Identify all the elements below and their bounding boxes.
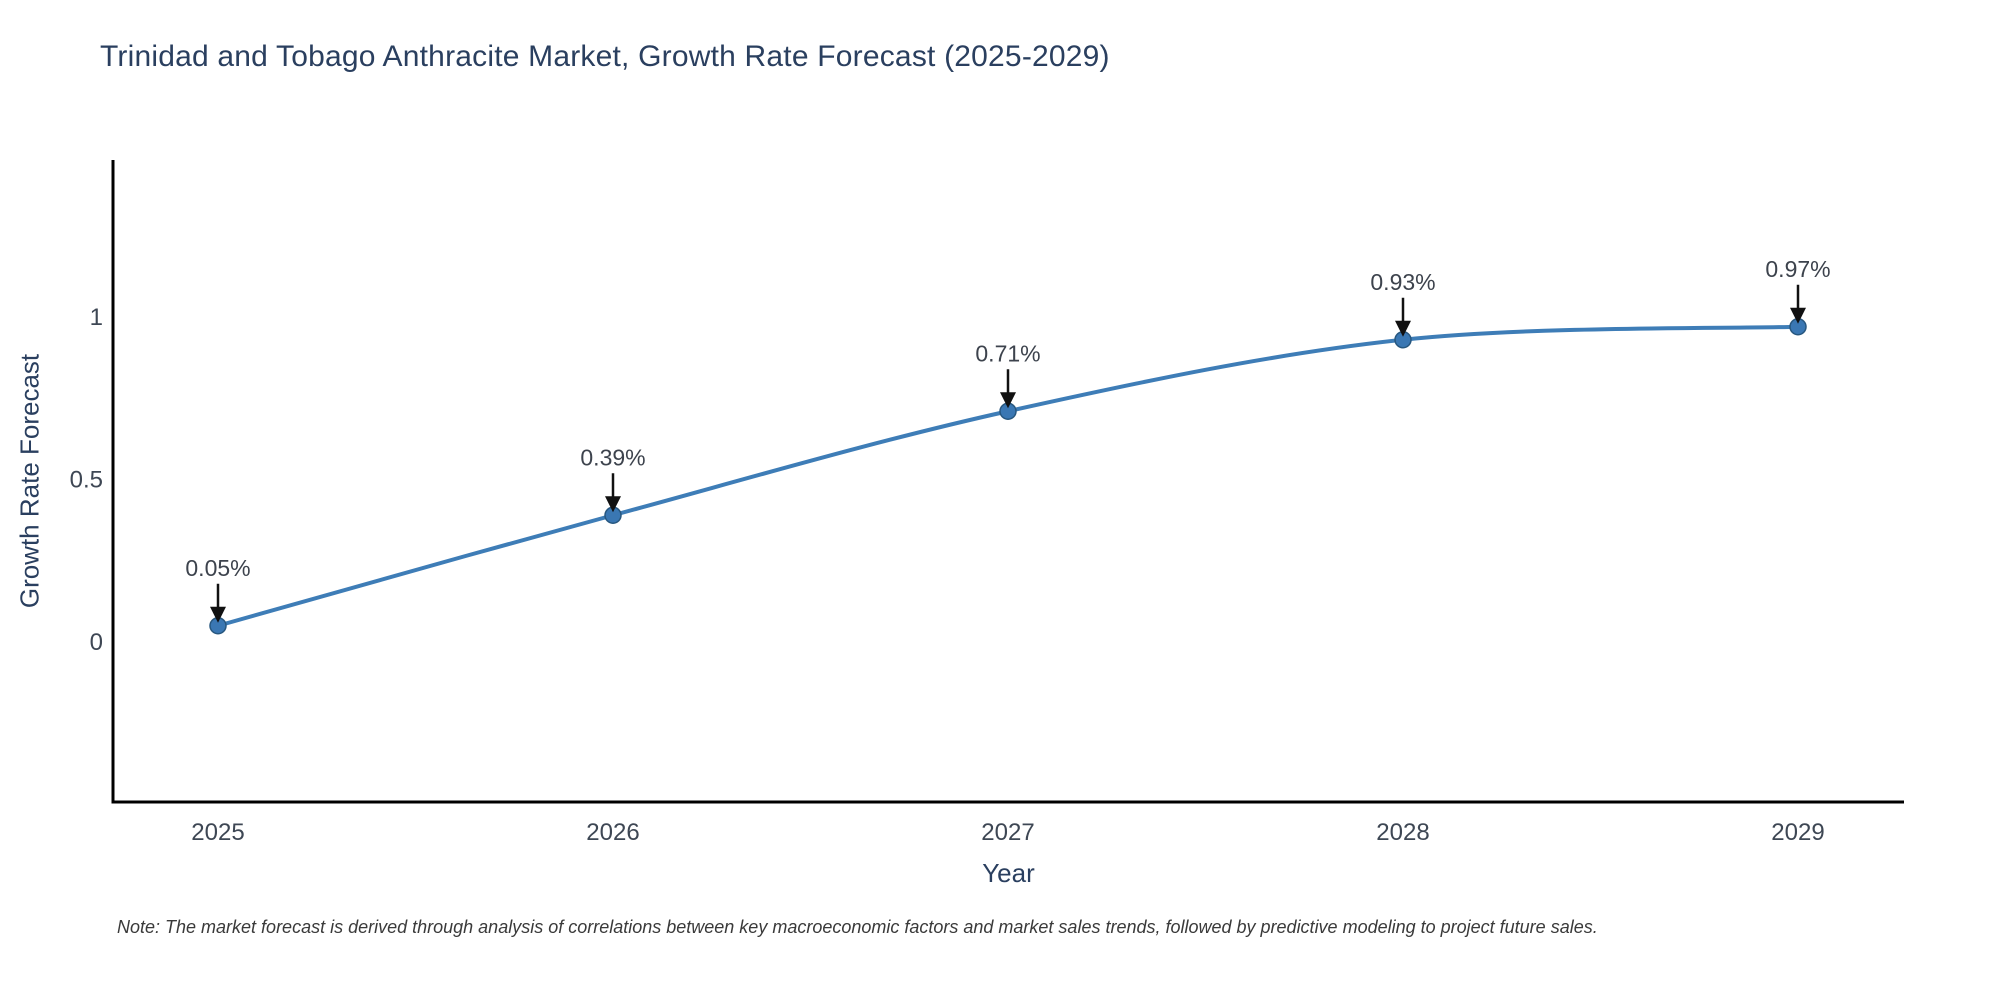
- data-point-label: 0.05%: [185, 555, 250, 581]
- annotation-arrow-head: [1000, 392, 1016, 409]
- y-tick-label: 0.5: [70, 467, 103, 494]
- data-point-label: 0.97%: [1765, 256, 1830, 282]
- annotation-arrow-head: [210, 606, 226, 623]
- data-point-label: 0.93%: [1370, 269, 1435, 295]
- annotation-arrow-head: [1395, 320, 1411, 337]
- chart-title: Trinidad and Tobago Anthracite Market, G…: [100, 40, 1110, 73]
- data-point-label: 0.39%: [580, 444, 645, 470]
- x-tick-label: 2029: [1771, 819, 1824, 846]
- x-tick-label: 2026: [586, 819, 639, 846]
- x-tick-label: 2028: [1376, 819, 1429, 846]
- x-tick-label: 2025: [191, 819, 244, 846]
- data-point-label: 0.71%: [975, 340, 1040, 366]
- x-axis-title: Year: [982, 858, 1035, 888]
- y-tick-label: 0: [90, 629, 103, 656]
- chart-note: Note: The market forecast is derived thr…: [117, 917, 1598, 937]
- x-tick-label: 2027: [981, 819, 1034, 846]
- annotation-arrow-head: [605, 496, 621, 513]
- annotation-arrow-head: [1790, 307, 1806, 324]
- y-tick-label: 1: [90, 304, 103, 331]
